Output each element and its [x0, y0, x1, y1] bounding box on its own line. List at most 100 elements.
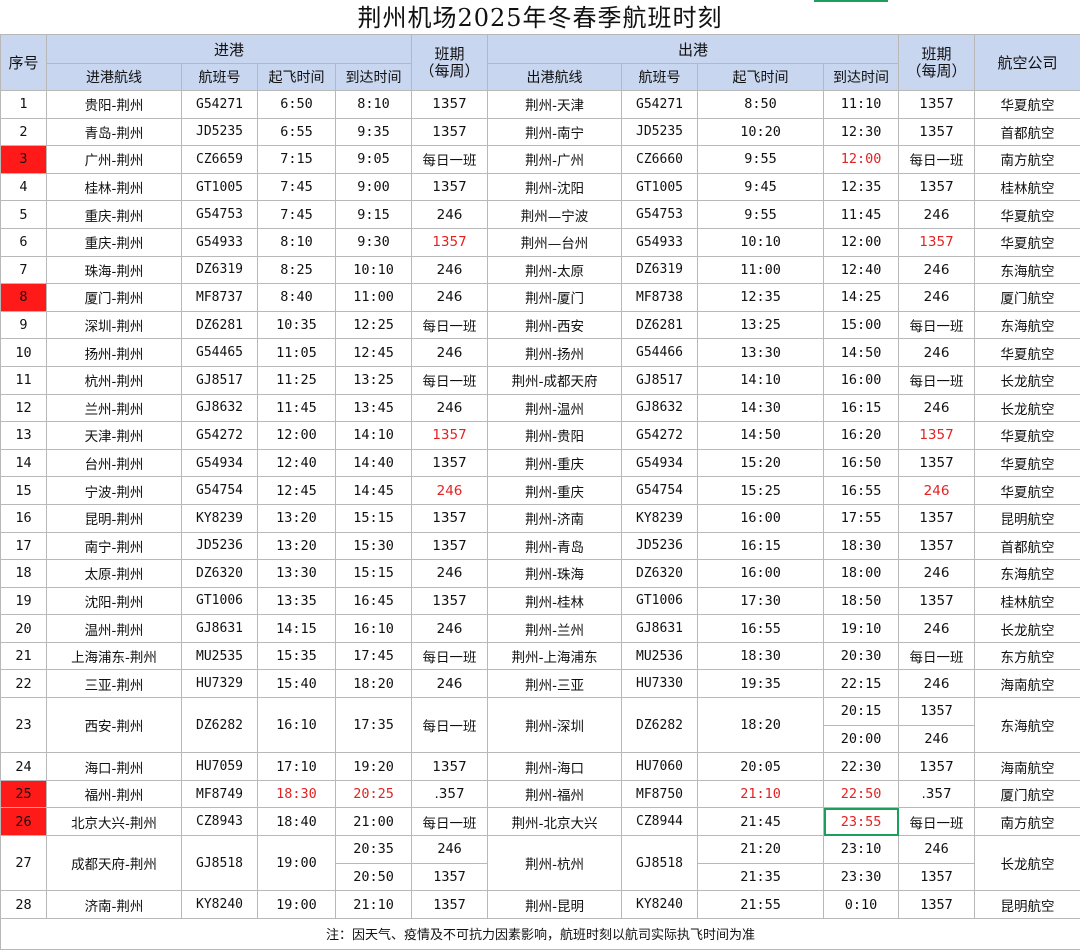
- airline-cell[interactable]: 华夏航空: [974, 476, 1080, 505]
- dep-freq-cell[interactable]: 1357: [898, 117, 976, 147]
- arr-route-cell[interactable]: 海口-荆州: [46, 752, 182, 781]
- arr-takeoff-cell[interactable]: 12:45: [257, 476, 336, 505]
- arr-landing-cell[interactable]: 15:30: [334, 531, 413, 561]
- dep-flight-cell[interactable]: GT1006: [621, 586, 699, 616]
- arr-flight-cell[interactable]: G54465: [181, 338, 258, 367]
- arr-freq-cell[interactable]: 246: [411, 338, 489, 367]
- seq-cell[interactable]: 1: [0, 90, 47, 119]
- seq-cell[interactable]: 12: [0, 393, 47, 423]
- arr-route-cell[interactable]: 上海浦东-荆州: [46, 641, 182, 671]
- dep-route-cell[interactable]: 荆州-重庆: [487, 448, 623, 478]
- arr-freq-cell[interactable]: 每日一班: [411, 310, 489, 340]
- seq-cell[interactable]: 4: [0, 172, 47, 202]
- arr-landing-cell[interactable]: 8:10: [334, 90, 413, 119]
- arr-route-cell[interactable]: 天津-荆州: [46, 421, 182, 450]
- dep-takeoff-cell[interactable]: 15:25: [697, 476, 825, 505]
- arr-flight-cell[interactable]: DZ6282: [181, 697, 258, 754]
- arr-flight-cell[interactable]: HU7059: [181, 752, 258, 781]
- arr-takeoff-cell[interactable]: 6:50: [257, 90, 336, 119]
- arr-route-cell[interactable]: 宁波-荆州: [46, 476, 182, 505]
- dep-landing-cell[interactable]: 20:00: [823, 724, 900, 754]
- arr-takeoff-cell[interactable]: 13:30: [257, 559, 336, 588]
- arr-landing-cell[interactable]: 9:35: [334, 117, 413, 147]
- arr-route-cell[interactable]: 福州-荆州: [46, 779, 182, 809]
- dep-takeoff-cell[interactable]: 18:30: [697, 641, 825, 671]
- airline-cell[interactable]: 长龙航空: [974, 614, 1080, 643]
- dep-route-cell[interactable]: 荆州-昆明: [487, 890, 623, 919]
- arr-flight-cell[interactable]: KY8239: [181, 503, 258, 533]
- dep-landing-cell[interactable]: 12:40: [823, 255, 900, 285]
- dep-landing-cell[interactable]: 20:30: [823, 641, 900, 671]
- dep-landing-cell[interactable]: 18:30: [823, 531, 900, 561]
- arr-takeoff-cell[interactable]: 19:00: [257, 835, 336, 892]
- dep-route-cell[interactable]: 荆州-太原: [487, 255, 623, 285]
- arr-route-cell[interactable]: 贵阳-荆州: [46, 90, 182, 119]
- seq-cell[interactable]: 7: [0, 255, 47, 285]
- dep-flight-cell[interactable]: G54934: [621, 448, 699, 478]
- dep-landing-cell[interactable]: 22:15: [823, 669, 900, 699]
- seq-cell[interactable]: 19: [0, 586, 47, 616]
- arr-takeoff-cell[interactable]: 13:20: [257, 503, 336, 533]
- arr-takeoff-cell[interactable]: 16:10: [257, 697, 336, 754]
- dep-flight-cell[interactable]: GJ8632: [621, 393, 699, 423]
- airline-cell[interactable]: 昆明航空: [974, 503, 1080, 533]
- arr-takeoff-cell[interactable]: 7:45: [257, 200, 336, 229]
- airline-cell[interactable]: 厦门航空: [974, 283, 1080, 312]
- dep-takeoff-cell[interactable]: 21:35: [697, 862, 825, 892]
- dep-route-cell[interactable]: 荆州-青岛: [487, 531, 623, 561]
- arr-flight-cell[interactable]: G54753: [181, 200, 258, 229]
- dep-route-cell[interactable]: 荆州-西安: [487, 310, 623, 340]
- arr-landing-cell[interactable]: 20:35: [334, 835, 413, 864]
- arr-freq-cell[interactable]: 246: [411, 200, 489, 229]
- arr-takeoff-cell[interactable]: 13:35: [257, 586, 336, 616]
- seq-cell[interactable]: 27: [0, 835, 47, 892]
- arr-flight-cell[interactable]: CZ8943: [181, 807, 258, 837]
- arr-landing-cell[interactable]: 17:35: [334, 697, 413, 754]
- arr-takeoff-cell[interactable]: 14:15: [257, 614, 336, 643]
- seq-cell[interactable]: 17: [0, 531, 47, 561]
- dep-landing-cell[interactable]: 18:00: [823, 559, 900, 588]
- arr-landing-cell[interactable]: 19:20: [334, 752, 413, 781]
- arr-landing-cell[interactable]: 12:25: [334, 310, 413, 340]
- seq-cell[interactable]: 6: [0, 227, 47, 257]
- dep-flight-cell[interactable]: G54271: [621, 90, 699, 119]
- dep-takeoff-cell[interactable]: 16:00: [697, 559, 825, 588]
- dep-route-cell[interactable]: 荆州—台州: [487, 227, 623, 257]
- arr-flight-cell[interactable]: G54271: [181, 90, 258, 119]
- airline-cell[interactable]: 长龙航空: [974, 393, 1080, 423]
- dep-route-cell[interactable]: 荆州-上海浦东: [487, 641, 623, 671]
- dep-landing-cell[interactable]: 22:50: [823, 779, 900, 809]
- arr-takeoff-cell[interactable]: 6:55: [257, 117, 336, 147]
- arr-takeoff-cell[interactable]: 7:15: [257, 145, 336, 174]
- arr-flight-cell[interactable]: MF8749: [181, 779, 258, 809]
- arr-takeoff-cell[interactable]: 15:35: [257, 641, 336, 671]
- dep-route-cell[interactable]: 荆州-厦门: [487, 283, 623, 312]
- dep-takeoff-cell[interactable]: 9:55: [697, 145, 825, 174]
- arr-route-cell[interactable]: 台州-荆州: [46, 448, 182, 478]
- arr-freq-cell[interactable]: 1357: [411, 586, 489, 616]
- dep-freq-cell[interactable]: 246: [898, 338, 976, 367]
- arr-route-cell[interactable]: 珠海-荆州: [46, 255, 182, 285]
- seq-cell[interactable]: 25: [0, 779, 47, 809]
- dep-freq-cell[interactable]: 每日一班: [898, 641, 976, 671]
- arr-takeoff-cell[interactable]: 8:25: [257, 255, 336, 285]
- dep-takeoff-cell[interactable]: 9:55: [697, 200, 825, 229]
- dep-flight-cell[interactable]: GT1005: [621, 172, 699, 202]
- dep-flight-cell[interactable]: MF8750: [621, 779, 699, 809]
- dep-takeoff-cell[interactable]: 10:10: [697, 227, 825, 257]
- arr-landing-cell[interactable]: 10:10: [334, 255, 413, 285]
- dep-route-cell[interactable]: 荆州-重庆: [487, 476, 623, 505]
- arr-route-cell[interactable]: 桂林-荆州: [46, 172, 182, 202]
- dep-flight-cell[interactable]: CZ6660: [621, 145, 699, 174]
- arr-freq-cell[interactable]: 1357: [411, 862, 489, 892]
- dep-takeoff-cell[interactable]: 10:20: [697, 117, 825, 147]
- arr-freq-cell[interactable]: 1357: [411, 890, 489, 919]
- seq-cell[interactable]: 15: [0, 476, 47, 505]
- dep-landing-cell[interactable]: 16:00: [823, 365, 900, 395]
- dep-route-cell[interactable]: 荆州-三亚: [487, 669, 623, 699]
- dep-takeoff-cell[interactable]: 20:05: [697, 752, 825, 781]
- arr-route-cell[interactable]: 北京大兴-荆州: [46, 807, 182, 837]
- arr-takeoff-cell[interactable]: 12:00: [257, 421, 336, 450]
- dep-takeoff-cell[interactable]: 14:30: [697, 393, 825, 423]
- arr-freq-cell[interactable]: 246: [411, 559, 489, 588]
